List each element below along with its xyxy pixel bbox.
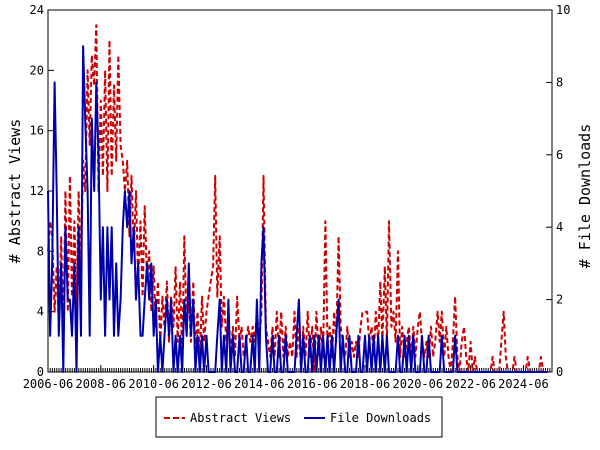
- series-line-file-downloads: [47, 45, 548, 373]
- y-right-tick-label: 0: [556, 365, 563, 379]
- legend-box: [155, 396, 443, 438]
- x-tick-label: 2014-06: [234, 377, 285, 391]
- legend-label-file-downloads: File Downloads: [330, 411, 431, 425]
- y-right-tick-label: 6: [556, 148, 563, 162]
- y-right-ticks: 0 2 4 6 8 10: [546, 3, 570, 379]
- legend-label-abstract-views: Abstract Views: [190, 411, 291, 425]
- y-left-tick-label: 8: [37, 244, 44, 258]
- y-left-tick-label: 16: [30, 124, 44, 138]
- y-left-tick-label: 12: [30, 184, 44, 198]
- series-line-abstract-views: [47, 24, 548, 373]
- y-left-axis-label: # Abstract Views: [6, 119, 24, 264]
- y-right-tick-label: 4: [556, 220, 563, 234]
- legend: Abstract Views File Downloads: [155, 396, 443, 438]
- x-tick-label: 2018-06: [340, 377, 391, 391]
- y-right-tick-label: 8: [556, 75, 563, 89]
- series-layer: [47, 24, 548, 373]
- x-ticks: 2006-06 2008-06 2010-06 2012-06 2014-06 2016-…: [23, 365, 551, 391]
- y-left-tick-label: 20: [30, 63, 44, 77]
- y-left-tick-label: 0: [37, 365, 44, 379]
- x-tick-label: 2020-06: [393, 377, 444, 391]
- x-tick-label: 2006-06: [23, 377, 74, 391]
- x-tick-label: 2012-06: [181, 377, 232, 391]
- x-tick-label: 2010-06: [128, 377, 179, 391]
- y-left-tick-label: 24: [30, 3, 44, 17]
- x-tick-label: 2016-06: [287, 377, 338, 391]
- x-tick-label: 2022-06: [445, 377, 496, 391]
- y-right-tick-label: 2: [556, 293, 563, 307]
- y-right-axis-label: # File Downloads: [576, 124, 594, 269]
- x-tick-label: 2008-06: [76, 377, 127, 391]
- x-tick-label: 2024-06: [498, 377, 549, 391]
- y-right-tick-label: 10: [556, 3, 570, 17]
- y-left-tick-label: 4: [37, 305, 44, 319]
